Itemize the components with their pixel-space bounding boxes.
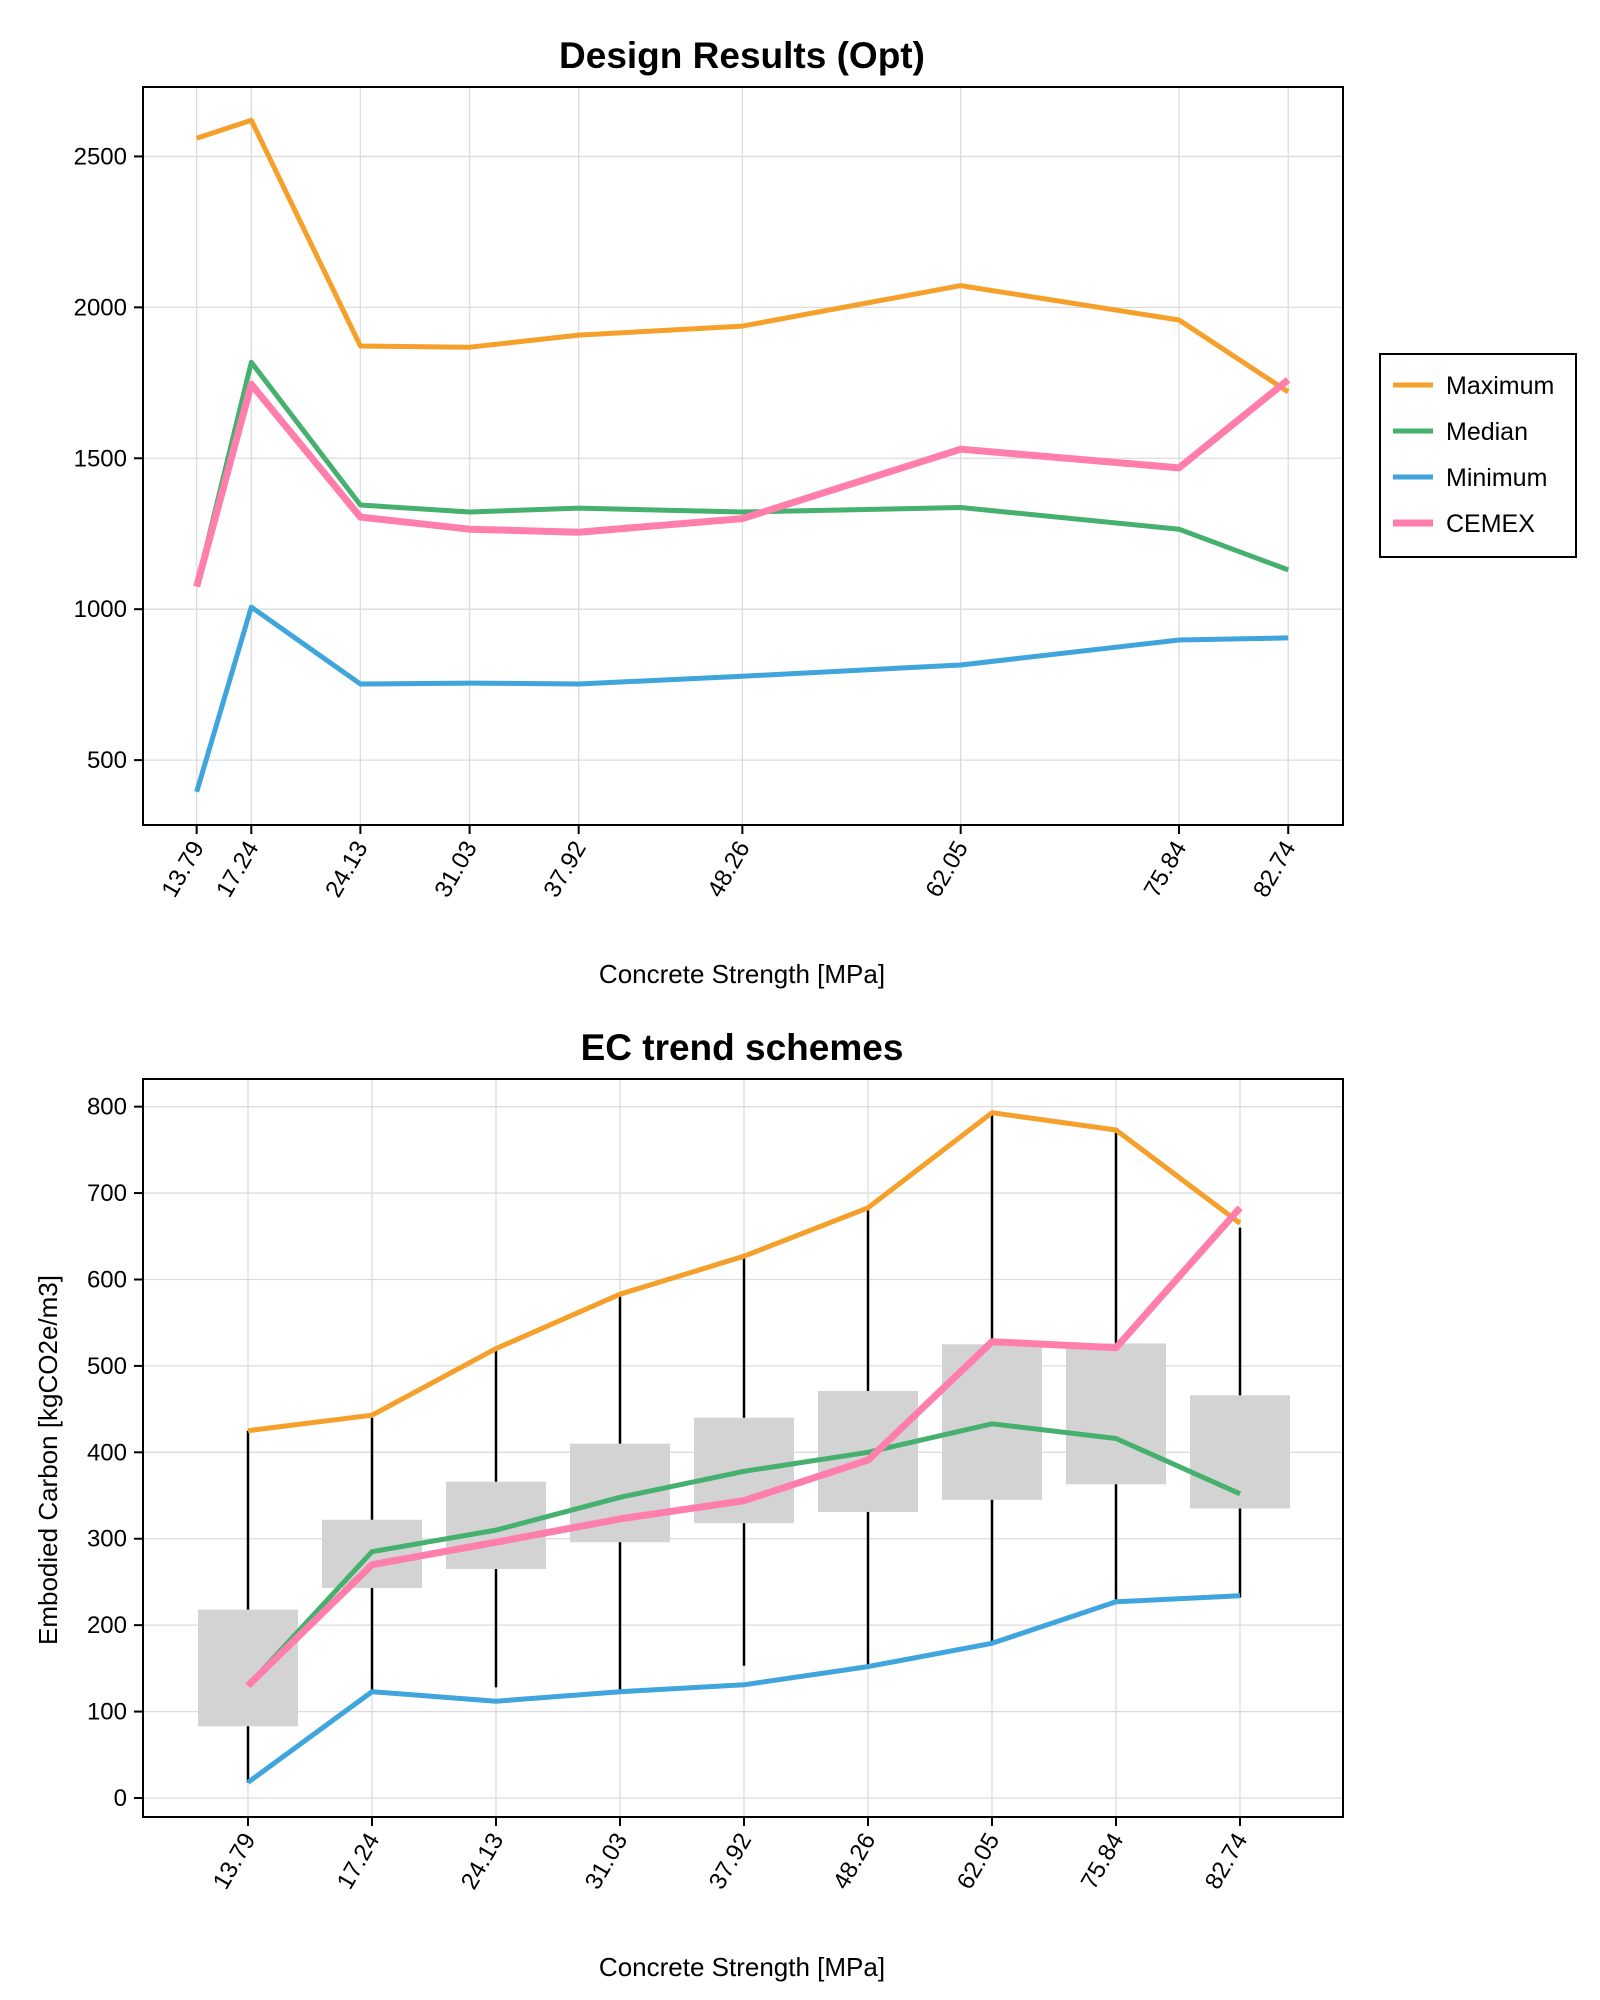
chart1-xtick-label: 75.84: [1139, 837, 1192, 903]
chart2-xtick-label: 48.26: [828, 1829, 881, 1895]
ec-trend-chart: EC trend schemes 0 100 200 300 400 500 600 700 8…: [33, 1027, 1344, 1982]
chart2-xtick-label: 24.13: [456, 1829, 509, 1895]
chart2-title: EC trend schemes: [581, 1027, 904, 1068]
chart1-xtick-label: 82.74: [1248, 837, 1301, 903]
design-results-chart: Design Results (Opt) 500 1000 1500 2000 2500…: [74, 35, 1577, 989]
chart1-ytick-label: 2000: [74, 294, 127, 321]
chart1-xtick-label: 13.79: [156, 837, 209, 903]
chart2-ytick-label: 600: [87, 1266, 127, 1293]
chart1-x-axis-label: Concrete Strength [MPa]: [599, 959, 885, 989]
chart2-series-lines: [245, 1110, 1243, 1785]
chart1-xtick-label: 17.24: [211, 837, 264, 903]
chart2-series-minimum: [246, 1593, 1241, 1785]
legend: Maximum Median Minimum CEMEX: [1379, 353, 1577, 558]
chart1-title: Design Results (Opt): [559, 35, 925, 76]
chart1-xtick-label: 37.92: [538, 837, 591, 903]
chart1-series-median: [194, 359, 1290, 588]
chart2-box: [1066, 1343, 1166, 1485]
chart1-xtick-label: 62.05: [920, 837, 973, 903]
chart2-series-maximum: [247, 1110, 1242, 1434]
chart2-x-ticks: 13.79 17.24 24.13 31.03 37.92 48.26 62.05 75.84…: [208, 1817, 1253, 1894]
chart1-xtick-label: 24.13: [320, 837, 373, 903]
chart1-series-minimum: [194, 604, 1289, 793]
chart1-gridlines: [143, 87, 1343, 825]
legend-label-minimum: Minimum: [1446, 464, 1547, 492]
chart2-x-axis-label: Concrete Strength [MPa]: [599, 1952, 885, 1982]
chart2-y-ticks: 0 100 200 300 400 500 600 700 800: [87, 1094, 143, 1812]
chart2-ytick-label: 700: [87, 1180, 127, 1207]
chart1-x-ticks: 13.79 17.24 24.13 31.03 37.92 48.26 62.05 75.84…: [156, 825, 1301, 902]
chart2-ytick-label: 800: [87, 1094, 127, 1121]
chart2-ytick-label: 100: [87, 1699, 127, 1726]
chart2-ytick-label: 300: [87, 1526, 127, 1553]
chart2-box: [446, 1481, 546, 1569]
chart2-y-axis-label: Embodied Carbon [kgCO2e/m3]: [33, 1275, 63, 1645]
chart1-xtick-label: 31.03: [429, 837, 482, 903]
chart2-xtick-label: 17.24: [332, 1829, 385, 1895]
chart1-ytick-label: 1000: [74, 596, 127, 623]
chart2-ytick-label: 0: [114, 1785, 127, 1812]
chart2-xtick-label: 13.79: [208, 1829, 261, 1895]
legend-label-cemex: CEMEX: [1446, 510, 1535, 538]
chart2-boxplots: [198, 1115, 1290, 1783]
legend-label-maximum: Maximum: [1446, 372, 1554, 400]
chart1-xtick-label: 48.26: [702, 837, 755, 903]
chart2-box: [198, 1609, 298, 1727]
chart1-ytick-label: 500: [87, 747, 127, 774]
chart2-ytick-label: 200: [87, 1612, 127, 1639]
legend-label-median: Median: [1446, 418, 1528, 446]
chart1-y-ticks: 500 1000 1500 2000 2500: [74, 143, 143, 774]
chart1-series-cemex: [193, 377, 1291, 588]
chart1-ytick-label: 2500: [74, 143, 127, 170]
chart1-series-lines: [193, 117, 1291, 793]
chart2-box: [1190, 1395, 1290, 1509]
chart2-xtick-label: 75.84: [1076, 1829, 1129, 1895]
chart2-xtick-label: 37.92: [704, 1829, 757, 1895]
chart2-xtick-label: 31.03: [580, 1829, 633, 1895]
chart2-ytick-label: 400: [87, 1439, 127, 1466]
chart2-xtick-label: 62.05: [952, 1829, 1005, 1895]
chart2-series-cemex: [245, 1205, 1243, 1689]
legend-frame: [1379, 353, 1577, 558]
chart2-xtick-label: 82.74: [1200, 1829, 1253, 1895]
chart2-ytick-label: 500: [87, 1353, 127, 1380]
chart2-series-median: [246, 1421, 1242, 1688]
chart1-series-maximum: [195, 117, 1290, 394]
chart1-ytick-label: 1500: [74, 445, 127, 472]
